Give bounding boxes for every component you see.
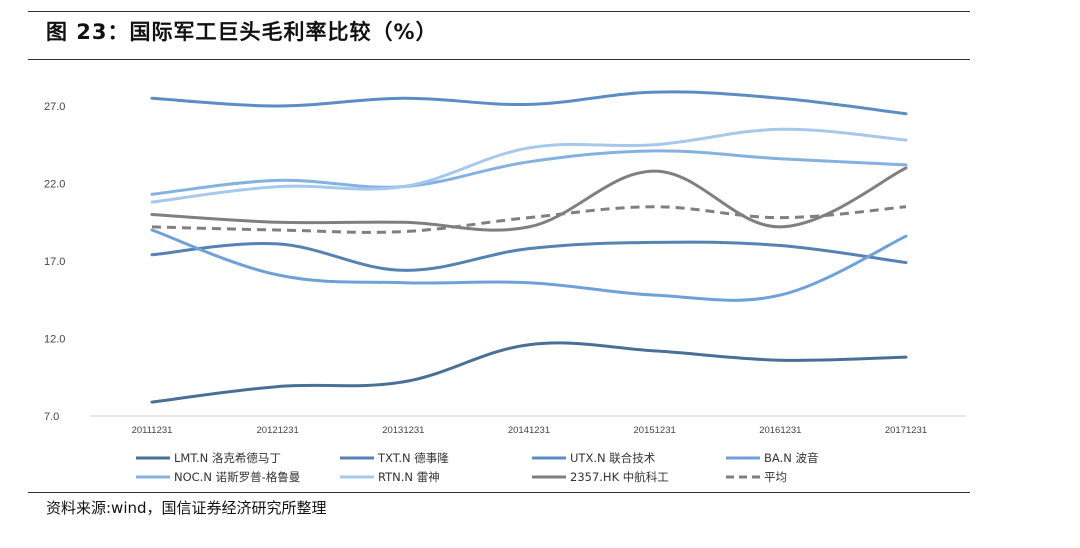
series-lines	[150, 90, 908, 404]
series-line-6	[150, 166, 908, 232]
x-tick-label: 20121231	[257, 425, 299, 436]
y-tick-label: 12.0	[44, 334, 65, 346]
legend-label: 2357.HK 中航科工	[570, 470, 669, 484]
source-rule	[28, 492, 970, 493]
x-tick-label: 20151231	[634, 425, 676, 436]
series-line-7	[151, 205, 907, 234]
figure-title: 图 23：国际军工巨头毛利率比较（%）	[46, 20, 438, 44]
y-axis-ticks: 27.0 22.0 17.0 12.0 7.0	[44, 101, 65, 423]
y-tick-label: 17.0	[44, 256, 65, 268]
x-tick-label: 20141231	[508, 425, 550, 436]
x-tick-label: 20131231	[382, 425, 424, 436]
title-rule	[28, 59, 970, 60]
legend-label: LMT.N 洛克希德马丁	[174, 451, 281, 465]
legend-label: NOC.N 诺斯罗普-格鲁曼	[174, 470, 300, 484]
y-tick-label: 22.0	[44, 179, 65, 191]
legend-label: BA.N 波音	[764, 451, 818, 465]
x-axis-ticks: 20111231 20121231 20131231 20141231 20151231…	[132, 425, 928, 436]
legend-label: TXT.N 德事隆	[377, 451, 449, 465]
series-line-0	[150, 341, 908, 404]
series-line-4	[150, 149, 908, 196]
y-tick-label: 27.0	[44, 101, 65, 113]
legend: LMT.N 洛克希德马丁 TXT.N 德事隆 UTX.N 联合技术 BA.N 波音 NO…	[136, 451, 818, 484]
x-tick-label: 20171231	[885, 425, 927, 436]
x-tick-label: 20111231	[132, 425, 173, 436]
legend-label: RTN.N 雷神	[378, 470, 440, 484]
y-tick-label: 7.0	[44, 411, 59, 423]
source-note: 资料来源:wind，国信证券经济研究所整理	[46, 499, 327, 517]
series-line-3	[150, 228, 908, 302]
legend-label: 平均	[764, 470, 787, 484]
x-tick-label: 20161231	[759, 425, 801, 436]
legend-label: UTX.N 联合技术	[570, 451, 656, 465]
series-line-2	[150, 90, 908, 116]
series-line-1	[150, 240, 908, 272]
series-line-5	[150, 127, 908, 204]
top-rule	[28, 11, 970, 12]
